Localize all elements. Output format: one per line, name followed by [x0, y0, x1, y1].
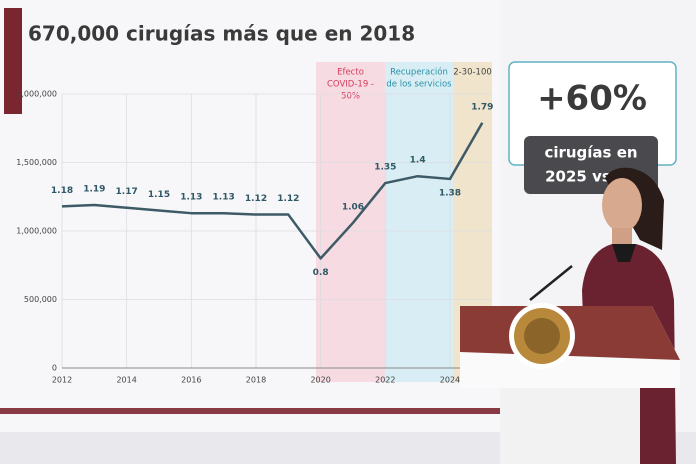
band-label: 50%	[341, 92, 360, 102]
accent-strip	[4, 8, 22, 114]
y-tick-label: 500,000	[24, 295, 57, 304]
y-tick-label: 2,000,000	[16, 90, 57, 99]
band	[385, 62, 453, 382]
x-tick-label: 2014	[116, 376, 136, 385]
x-tick-label: 2016	[181, 376, 201, 385]
band-label: 2-30-100	[453, 68, 492, 78]
data-label: 1.19	[83, 184, 105, 194]
microphone	[529, 265, 573, 301]
x-tick-label: 2024	[440, 376, 460, 385]
data-label: 1.17	[116, 187, 138, 197]
seal-inner	[524, 318, 560, 354]
band-label: Recuperación	[390, 67, 448, 78]
band-label: Efecto	[337, 68, 364, 78]
data-label: 1.4	[410, 156, 426, 166]
band-label: COVID-19 -	[327, 80, 374, 90]
band-label: de los servicios	[386, 80, 452, 90]
podium-stand	[500, 380, 640, 464]
series-line	[61, 122, 484, 260]
data-label: 0.8	[313, 268, 329, 278]
plot: 0 500,000 1,000,000 1,500,000 2,000,000 2012 2…	[16, 90, 493, 385]
data-label: 1.06	[342, 202, 364, 212]
highlight-value: +60%	[537, 79, 647, 119]
x-tick-label: 2020	[310, 376, 330, 385]
screen-bottom-strip	[0, 408, 500, 414]
podium	[460, 303, 680, 464]
collar	[612, 244, 636, 262]
neck	[612, 228, 632, 248]
x-tick-label: 2022	[375, 376, 395, 385]
y-tick-label: 0	[52, 364, 57, 373]
data-label: 1.13	[213, 193, 235, 203]
y-tick-label: 1,000,000	[16, 227, 57, 236]
face	[602, 178, 642, 232]
chart-title: 670,000 cirugías más que en 2018	[28, 22, 415, 46]
data-label: 1.35	[374, 163, 396, 173]
data-label: 1.18	[51, 186, 73, 196]
x-tick-label: 2012	[52, 376, 72, 385]
data-label: 1.12	[245, 194, 267, 204]
data-label: 1.15	[148, 190, 170, 200]
band	[316, 62, 385, 382]
x-tick-label: 2018	[246, 376, 266, 385]
data-label: 1.79	[471, 102, 493, 112]
data-label: 1.12	[277, 194, 299, 204]
y-tick-label: 1,500,000	[16, 158, 57, 167]
data-label: 1.13	[180, 193, 202, 203]
highlight-caption: cirugías en	[544, 144, 637, 162]
data-label: 1.38	[439, 188, 461, 198]
